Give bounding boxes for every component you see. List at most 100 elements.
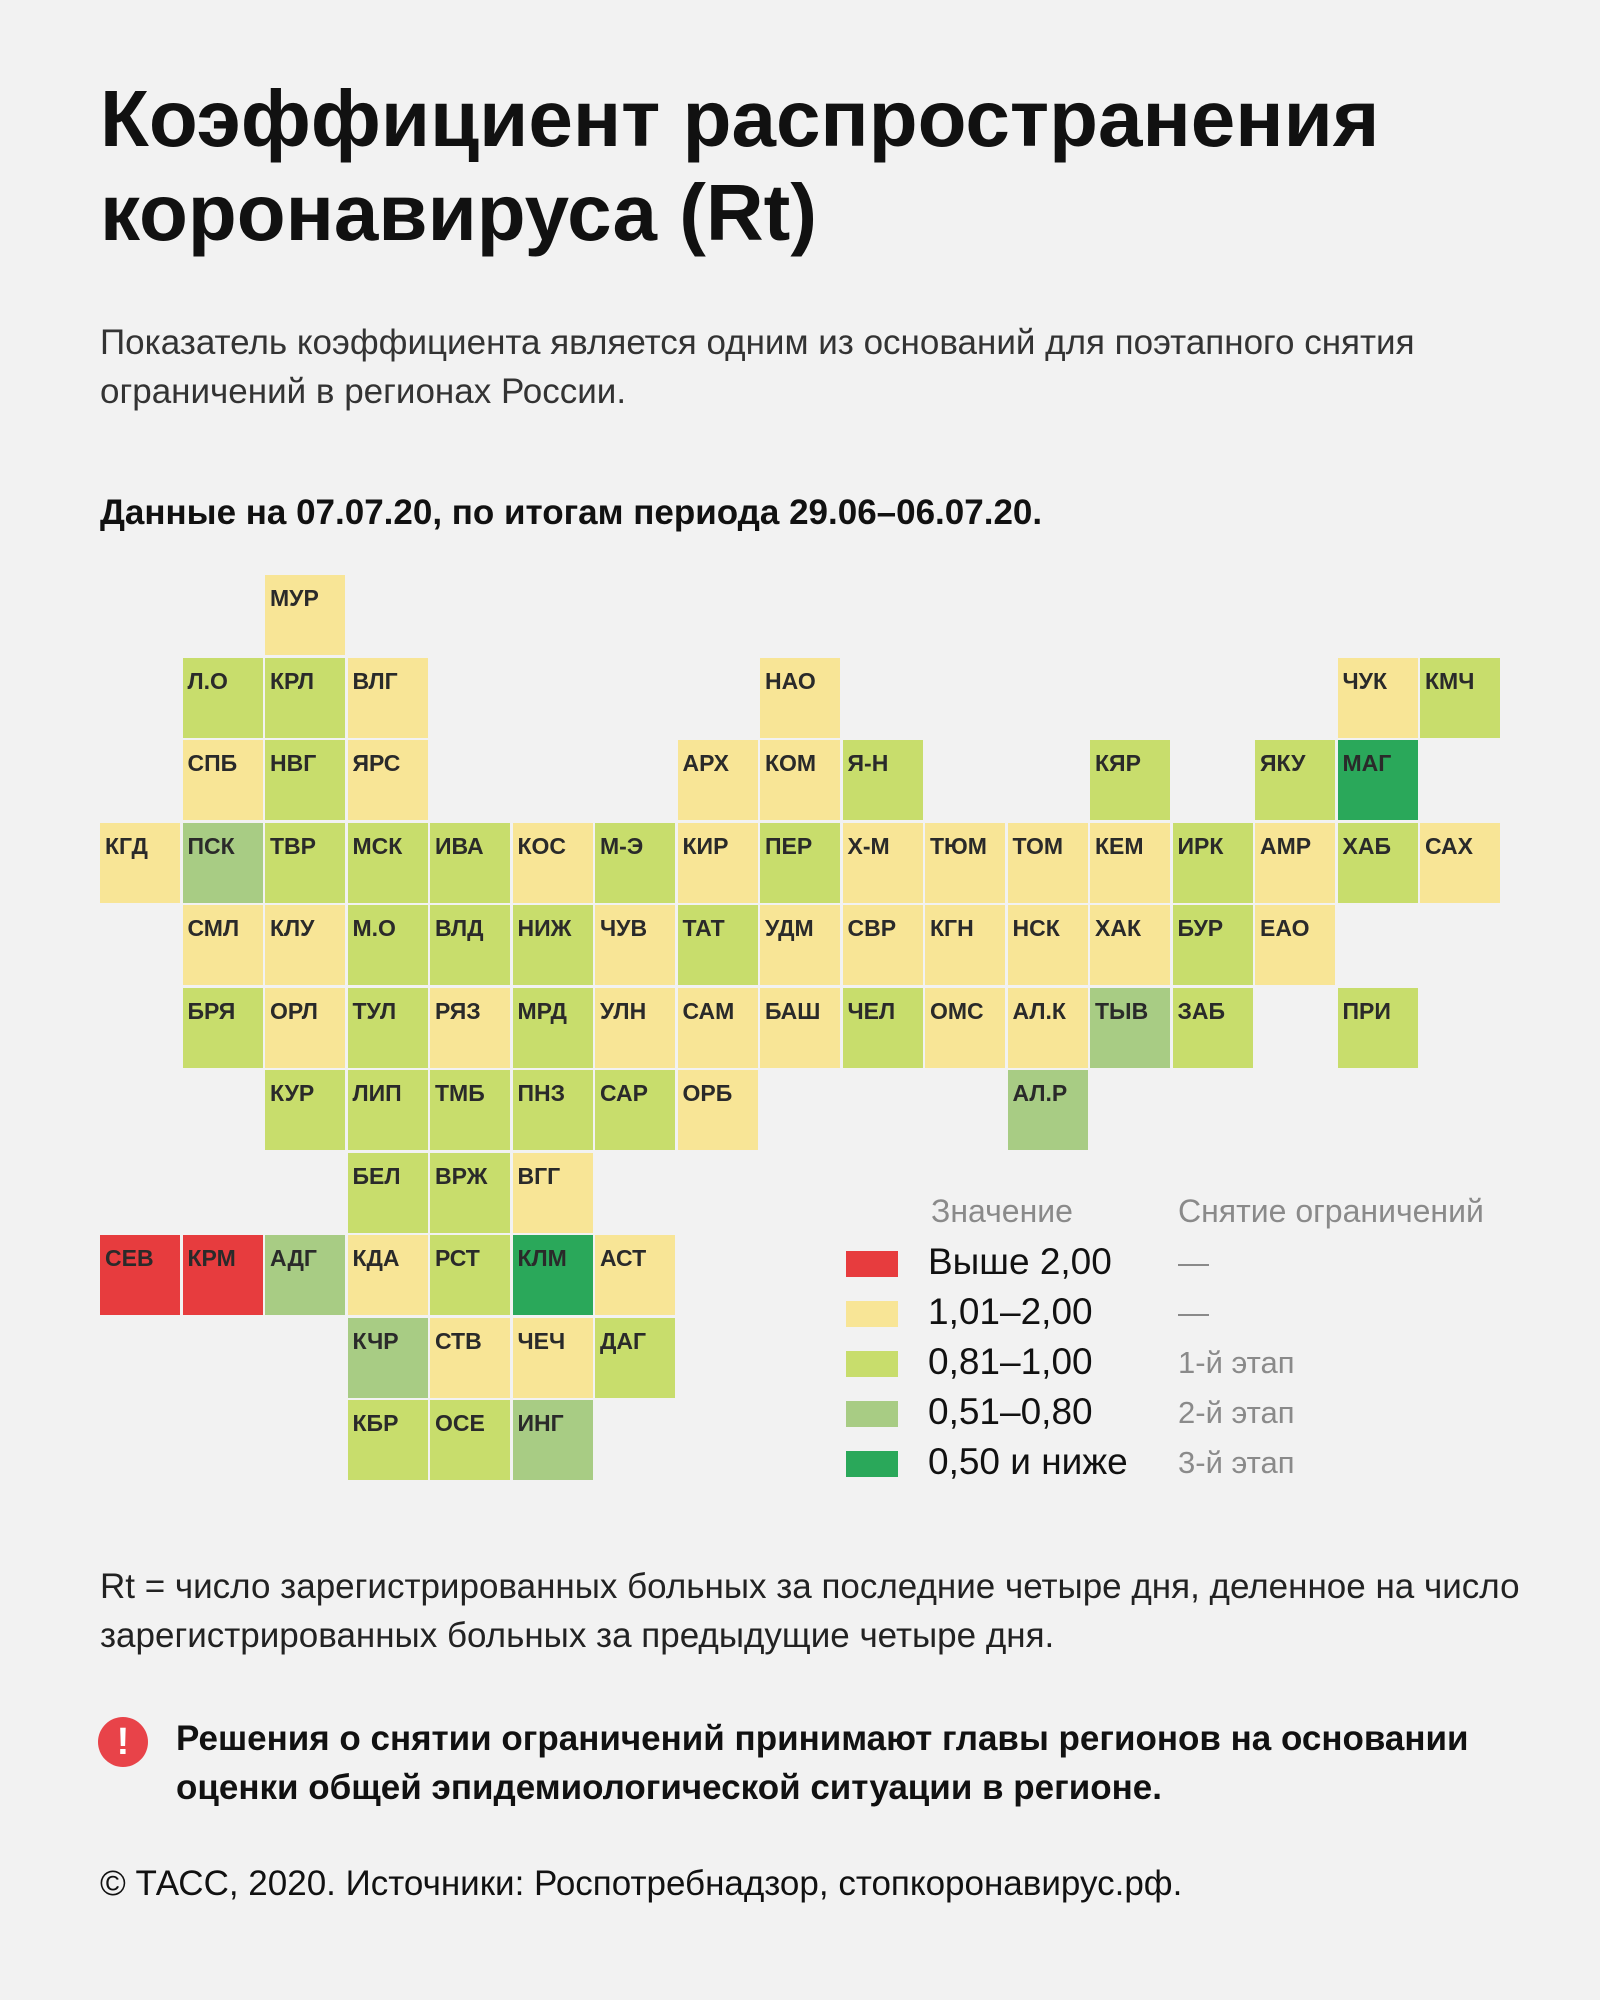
region-tile: КМЧ	[1420, 657, 1500, 738]
legend-value-label: 1,01–2,00	[928, 1291, 1093, 1332]
exclamation-icon: !	[98, 1717, 148, 1767]
region-tile: НИЖ	[512, 905, 593, 985]
region-tile: ТМБ	[430, 1070, 510, 1150]
legend-swatch	[846, 1251, 898, 1277]
legend-value-header: Значение	[931, 1193, 1073, 1229]
legend-row: 0,51–0,80 2-й этап	[846, 1391, 1546, 1432]
region-tile: ЕАО	[1255, 905, 1335, 985]
legend-value-label: 0,51–0,80	[928, 1391, 1093, 1432]
region-tile: ВГГ	[512, 1152, 593, 1233]
region-tile: ТОМ	[1007, 822, 1088, 903]
region-tile: ТЫВ	[1090, 987, 1170, 1068]
legend-restriction-header: Снятие ограничений	[1178, 1193, 1484, 1229]
region-tile: АЛ.Р	[1007, 1070, 1088, 1150]
region-tile: КГН	[925, 905, 1005, 985]
region-tile: СТВ	[430, 1317, 510, 1398]
region-tile: САМ	[677, 987, 758, 1068]
region-tile: РСТ	[430, 1235, 510, 1315]
region-tile: КИР	[677, 822, 758, 903]
region-tile: СПБ	[182, 740, 263, 820]
region-tile: УДМ	[760, 905, 840, 985]
legend-row: 1,01–2,00 —	[846, 1291, 1546, 1332]
region-tile: КГД	[100, 822, 180, 903]
region-tile: БАШ	[760, 987, 840, 1068]
region-tile: М.О	[347, 905, 428, 985]
legend-value-label: 0,50 и ниже	[928, 1441, 1128, 1482]
region-tile: АДГ	[265, 1235, 345, 1315]
region-tile: АМР	[1255, 822, 1335, 903]
region-tile: НАО	[760, 657, 840, 738]
legend-row: 0,81–1,00 1-й этап	[846, 1341, 1546, 1382]
region-tile: КБР	[347, 1400, 428, 1480]
region-tile: ВРЖ	[430, 1152, 510, 1233]
warning-text: Решения о снятии ограничений принимают г…	[176, 1719, 1469, 1807]
region-tile: ВЛГ	[347, 657, 428, 738]
region-tile: АСТ	[595, 1235, 675, 1315]
region-tile: ЗАБ	[1172, 987, 1253, 1068]
source-footer: © ТАСС, 2020. Источники: Роспотребнадзор…	[100, 1864, 1183, 1903]
region-tile: САР	[595, 1070, 675, 1150]
legend-value-label: Выше 2,00	[928, 1241, 1112, 1282]
region-tile: АРХ	[677, 740, 758, 820]
data-date: Данные на 07.07.20, по итогам периода 29…	[100, 493, 1043, 532]
region-tile: ОРЛ	[265, 987, 345, 1068]
region-tile: БЕЛ	[347, 1152, 428, 1233]
region-tile: АЛ.К	[1007, 987, 1088, 1068]
region-tile: Х-М	[842, 822, 923, 903]
region-tile: КЛМ	[512, 1235, 593, 1315]
region-tile: ОМС	[925, 987, 1005, 1068]
region-tile: НВГ	[265, 740, 345, 820]
region-tile: ИНГ	[512, 1400, 593, 1480]
legend-swatch	[846, 1401, 898, 1427]
region-tile: ОСЕ	[430, 1400, 510, 1480]
region-tile: Я-Н	[842, 740, 923, 820]
region-tile: МУР	[265, 575, 345, 655]
region-tile: КУР	[265, 1070, 345, 1150]
region-tile: ЧЕЧ	[512, 1317, 593, 1398]
region-tile: ЛИП	[347, 1070, 428, 1150]
region-tile: КРМ	[182, 1235, 263, 1315]
region-tile: ТУЛ	[347, 987, 428, 1068]
region-tile: Л.О	[182, 657, 263, 738]
region-tile: СЕВ	[100, 1235, 180, 1315]
region-tile: ТЮМ	[925, 822, 1005, 903]
region-tile: ОРБ	[677, 1070, 758, 1150]
region-tile: ПРИ	[1337, 987, 1418, 1068]
region-tile: МСК	[347, 822, 428, 903]
legend-swatch	[846, 1451, 898, 1477]
page-title: Коэффициент распространения коронавируса…	[100, 74, 1380, 257]
region-tile: ЯРС	[347, 740, 428, 820]
region-tile: КОС	[512, 822, 593, 903]
region-tile: МРД	[512, 987, 593, 1068]
region-tile: САХ	[1420, 822, 1500, 903]
legend-row: Выше 2,00 —	[846, 1241, 1546, 1282]
region-tile: БРЯ	[182, 987, 263, 1068]
region-tile: МАГ	[1337, 740, 1418, 820]
region-tile: СМЛ	[182, 905, 263, 985]
region-tile: М-Э	[595, 822, 675, 903]
region-tile: КОМ	[760, 740, 840, 820]
legend-value-label: 0,81–1,00	[928, 1341, 1093, 1382]
region-tile: БУР	[1172, 905, 1253, 985]
legend-stage-label: —	[1178, 1245, 1209, 1280]
legend-swatch	[846, 1301, 898, 1327]
region-tile: ЯКУ	[1255, 740, 1335, 820]
region-tile: СВР	[842, 905, 923, 985]
legend-stage-label: 2-й этап	[1178, 1395, 1295, 1430]
region-tile: ХАК	[1090, 905, 1170, 985]
rt-formula: Rt = число зарегистрированных больных за…	[100, 1567, 1520, 1655]
region-tile: НСК	[1007, 905, 1088, 985]
region-tile: КЧР	[347, 1317, 428, 1398]
legend-row: 0,50 и ниже 3-й этап	[846, 1441, 1546, 1482]
region-tile: ЧУК	[1337, 657, 1418, 738]
region-tile: КЛУ	[265, 905, 345, 985]
region-tile: ЧУВ	[595, 905, 675, 985]
region-tile: ПЕР	[760, 822, 840, 903]
region-tile: ВЛД	[430, 905, 510, 985]
region-tile: КДА	[347, 1235, 428, 1315]
region-tile: РЯЗ	[430, 987, 510, 1068]
legend-stage-label: —	[1178, 1295, 1209, 1330]
region-tile: ИРК	[1172, 822, 1253, 903]
region-tile: КЕМ	[1090, 822, 1170, 903]
